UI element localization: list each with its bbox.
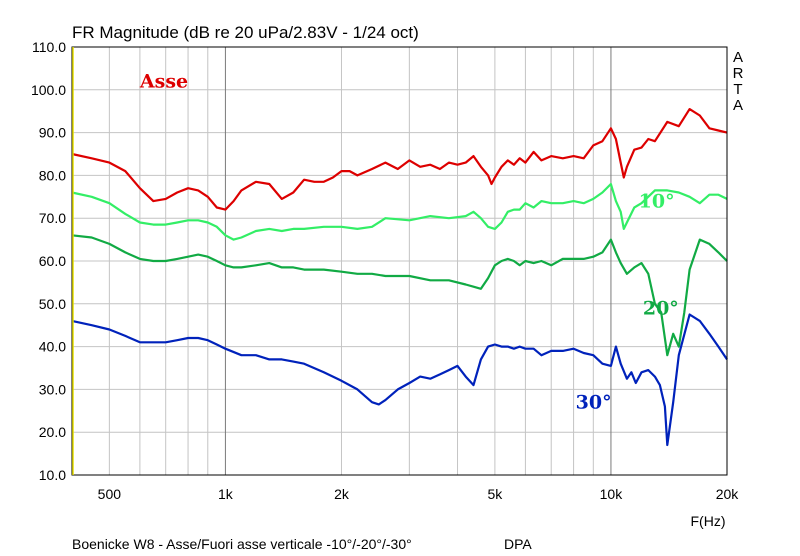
y-tick-label: 90.0 — [39, 125, 66, 141]
watermark-letter: R — [733, 65, 744, 82]
y-tick-label: 110.0 — [32, 39, 66, 55]
x-tick-label: 10k — [600, 486, 624, 502]
y-tick-label: 30.0 — [39, 381, 66, 397]
series-line — [71, 234, 728, 357]
y-tick-label: 60.0 — [39, 253, 66, 269]
curves — [71, 108, 728, 447]
series-line — [71, 182, 728, 241]
y-tick-label: 40.0 — [39, 339, 66, 355]
watermark-letter: T — [733, 81, 742, 98]
y-tick-label: 80.0 — [39, 167, 66, 183]
series-label: 10° — [639, 191, 675, 213]
series-label: 20° — [643, 298, 679, 320]
x-tick-label: 20k — [716, 486, 740, 502]
footer-dpa: DPA — [504, 536, 532, 552]
series-line — [71, 313, 728, 447]
y-tick-label: 100.0 — [31, 82, 66, 98]
series-line — [71, 108, 728, 211]
watermark-letter: A — [733, 97, 743, 114]
x-axis-labels: 500 1k 2k 5k 10k 20k — [98, 486, 740, 502]
x-tick-label: 500 — [98, 486, 122, 502]
y-axis-labels: 110.0 100.0 90.0 80.0 70.0 60.0 50.0 40.0 30.0 20… — [31, 39, 66, 483]
plot-frame — [71, 46, 728, 476]
x-tick-label: 2k — [334, 486, 350, 502]
footer-caption: Boenicke W8 - Asse/Fuori asse verticale … — [72, 536, 412, 552]
series-label: Asse — [139, 71, 188, 93]
watermark-letter: A — [733, 49, 743, 66]
chart-title: FR Magnitude (dB re 20 uPa/2.83V - 1/24 … — [72, 23, 419, 42]
y-tick-label: 50.0 — [39, 296, 66, 312]
y-tick-label: 10.0 — [39, 467, 66, 483]
curve-labels: Asse 10° 20° 30° — [139, 71, 679, 414]
grid — [72, 47, 727, 475]
y-tick-label: 70.0 — [39, 210, 66, 226]
x-axis-title: F(Hz) — [691, 513, 726, 529]
x-tick-label: 5k — [487, 486, 503, 502]
y-tick-label: 20.0 — [39, 424, 66, 440]
series-label: 30° — [576, 392, 612, 414]
x-tick-label: 1k — [218, 486, 234, 502]
